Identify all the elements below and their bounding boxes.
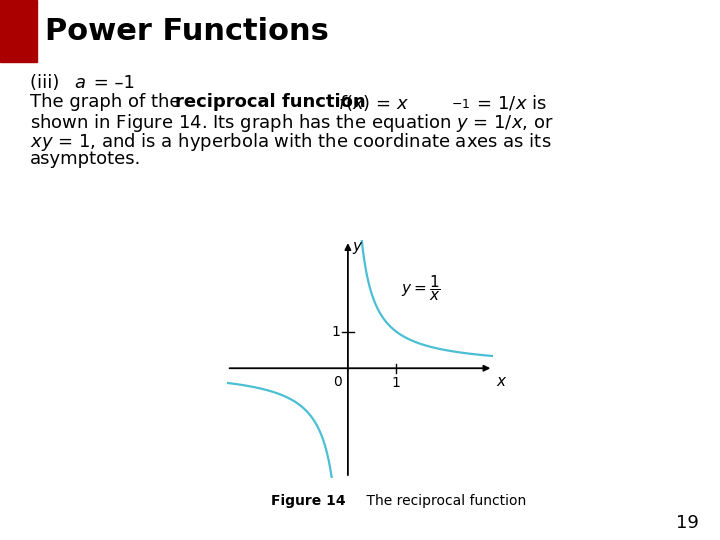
Text: 19: 19	[675, 514, 698, 532]
Text: 0: 0	[333, 375, 342, 389]
Text: shown in Figure 14. Its graph has the equation $y$ = 1/$x$, or: shown in Figure 14. Its graph has the eq…	[30, 112, 554, 134]
Text: The graph of the: The graph of the	[30, 93, 186, 111]
Text: $xy$ = 1, and is a hyperbola with the coordinate axes as its: $xy$ = 1, and is a hyperbola with the co…	[30, 131, 552, 153]
Text: Figure 14: Figure 14	[271, 494, 346, 508]
Text: $f$($x$) = $x$: $f$($x$) = $x$	[333, 93, 409, 113]
Text: 1: 1	[392, 376, 401, 390]
Text: Power Functions: Power Functions	[45, 17, 328, 45]
Text: $y$: $y$	[352, 240, 364, 256]
Text: = –1: = –1	[88, 74, 135, 92]
Text: reciprocal function: reciprocal function	[175, 93, 366, 111]
Bar	[0, 0, 37, 62]
Text: 1: 1	[332, 325, 341, 339]
Text: $y = \dfrac{1}{x}$: $y = \dfrac{1}{x}$	[401, 273, 441, 303]
Text: $a$: $a$	[74, 74, 86, 92]
Text: = 1/$x$ is: = 1/$x$ is	[471, 93, 547, 112]
Text: asymptotes.: asymptotes.	[30, 150, 141, 168]
Text: $-1$: $-1$	[451, 98, 470, 111]
Text: $x$: $x$	[495, 374, 507, 389]
Text: (iii): (iii)	[30, 74, 65, 92]
Text: The reciprocal function: The reciprocal function	[349, 494, 526, 508]
